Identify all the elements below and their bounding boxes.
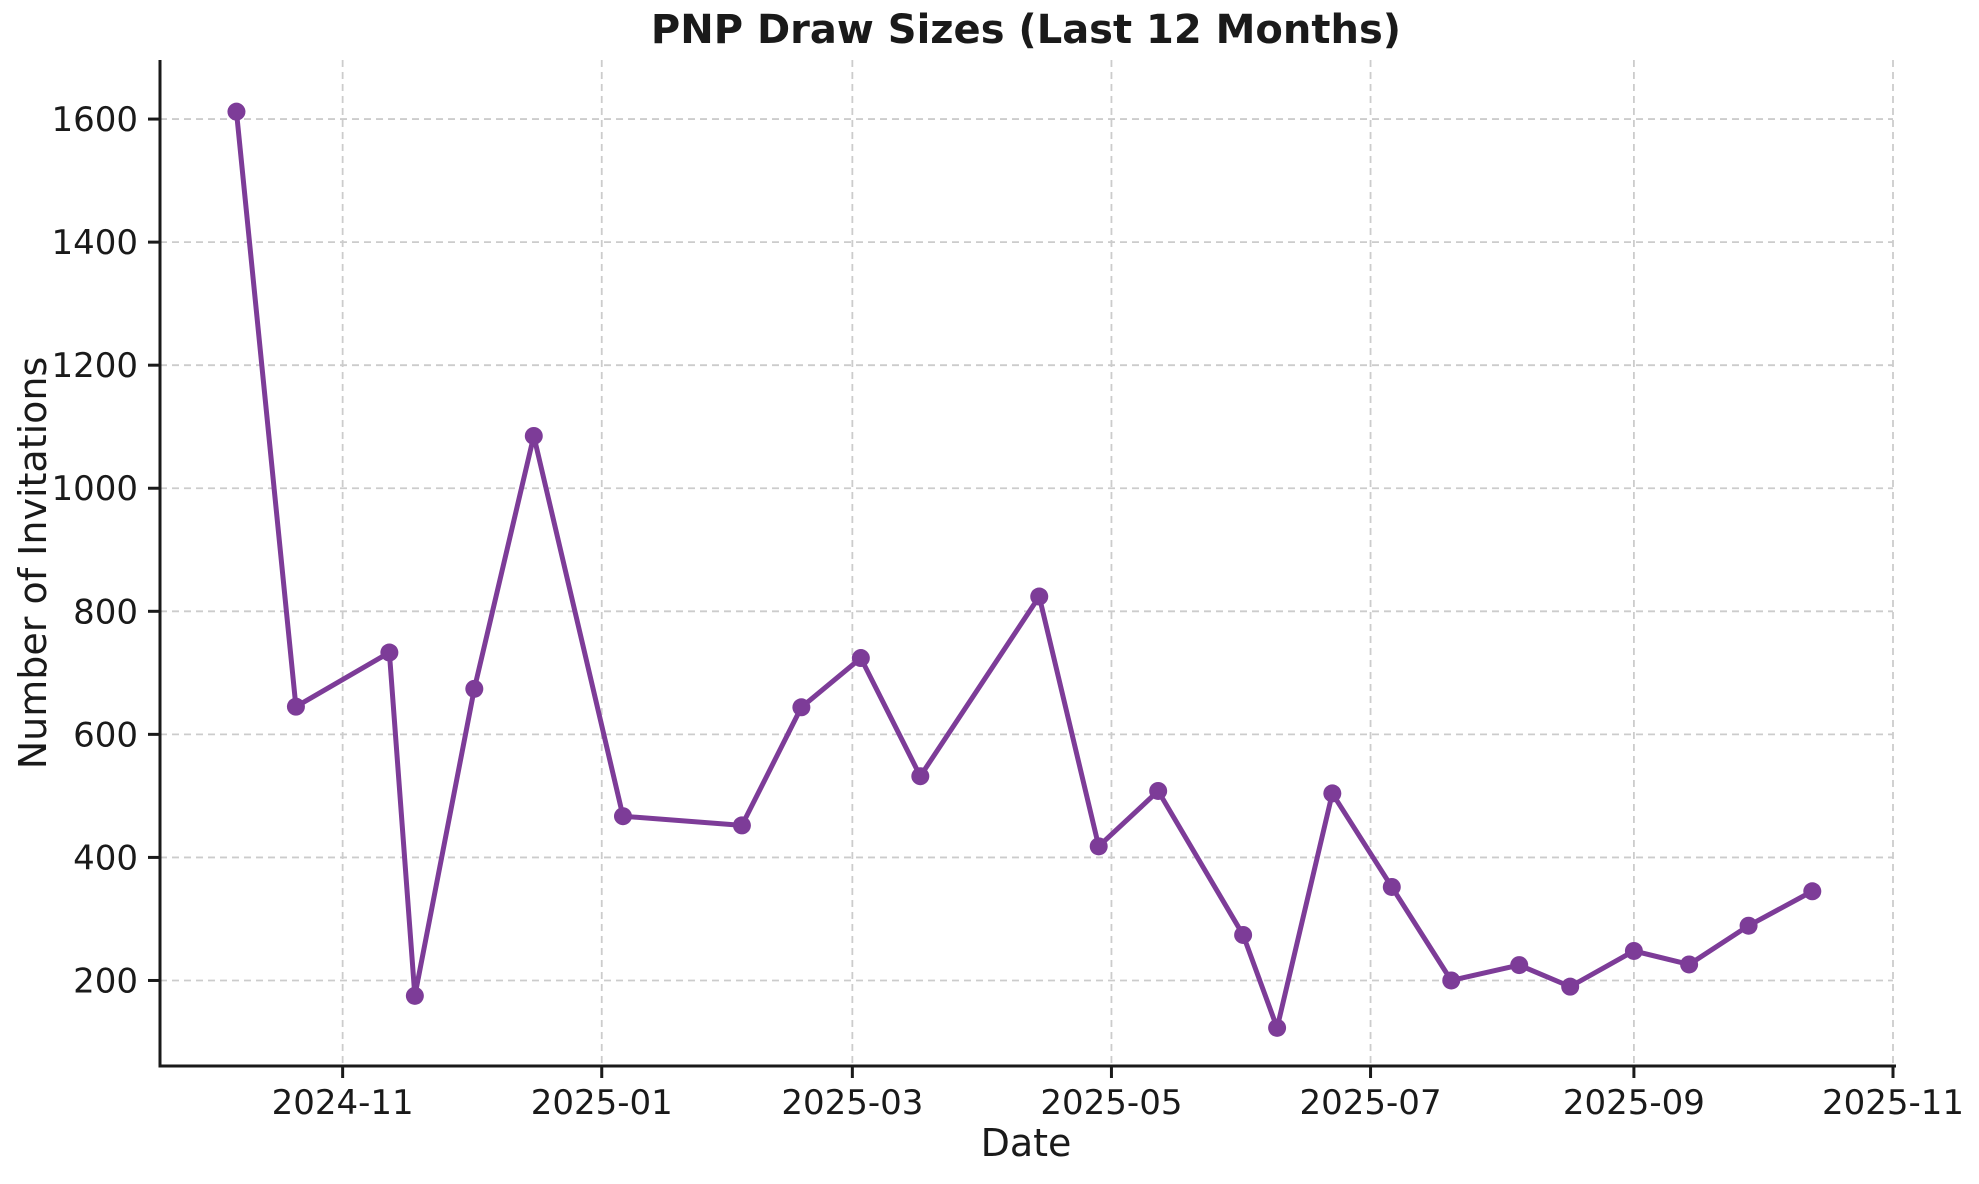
y-axis-label: Number of Invitations [11,357,55,770]
data-point [1739,916,1758,935]
series-line [233,109,1815,1031]
data-point [405,986,424,1005]
x-tick-label: 2025-07 [1300,1083,1442,1123]
y-tick-label: 1400 [51,223,138,263]
data-point [1680,955,1699,974]
y-tick-label: 800 [73,592,138,632]
data-point [792,698,811,717]
x-tick-label: 2025-09 [1563,1083,1705,1123]
data-point [1089,837,1108,856]
gridlines [160,60,1894,1066]
y-tick-label: 1200 [51,346,138,386]
data-point [1624,941,1643,960]
y-tick-label: 200 [73,961,138,1001]
tick-labels: 200 400 600 800 1000 1200 1400 1600 2024-11 2025-… [51,100,1964,1123]
data-point [380,643,399,662]
x-tick-label: 2025-03 [781,1083,923,1123]
data-point [1030,587,1049,606]
data-point [732,816,751,835]
data-point [911,767,930,786]
x-tick-label: 2024-11 [272,1083,414,1123]
data-point [851,649,870,668]
data-series [227,102,1822,1037]
x-tick-label: 2025-01 [531,1083,673,1123]
x-tick-label: 2025-11 [1822,1083,1964,1123]
y-tick-label: 1600 [51,100,138,140]
data-point [1510,956,1529,975]
y-tick-label: 400 [73,838,138,878]
data-point [1234,925,1253,944]
data-point [1323,784,1342,803]
data-point [465,679,484,698]
data-point [613,807,632,826]
x-axis-label: Date [981,1121,1072,1165]
y-tick-label: 1000 [51,469,138,509]
data-point [1268,1018,1287,1037]
data-point [1561,977,1580,996]
chart-title: PNP Draw Sizes (Last 12 Months) [651,7,1401,53]
data-point [1382,877,1401,896]
data-point [227,102,246,121]
data-point [524,426,543,445]
data-point [1149,781,1168,800]
x-tick-label: 2025-05 [1040,1083,1182,1123]
y-tick-label: 600 [73,715,138,755]
data-point [1442,971,1461,990]
axes [148,60,1896,1078]
data-point [1803,882,1822,901]
data-point [286,697,305,716]
